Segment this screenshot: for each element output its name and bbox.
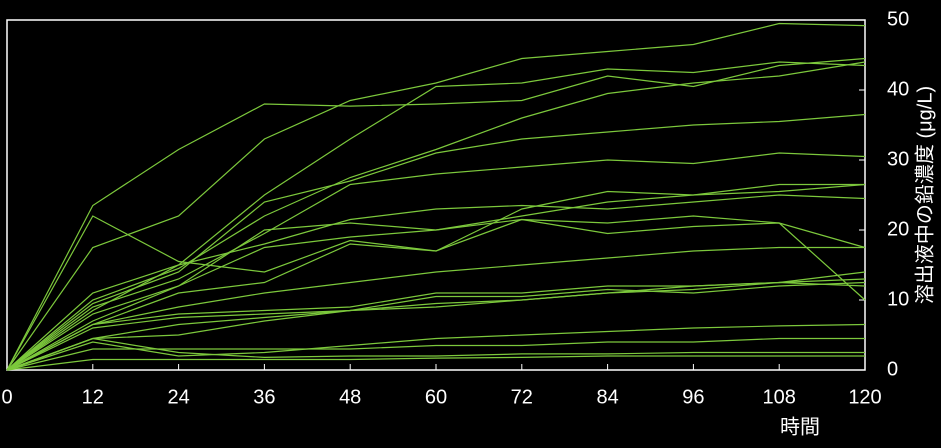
x-axis-label: 時間 bbox=[780, 415, 820, 438]
x-tick-label: 36 bbox=[253, 386, 275, 408]
chart: 時間 溶出液中の鉛濃度 (μg/L) 0 10 20 30 40 50 0 12 24 36 48 6… bbox=[0, 0, 941, 448]
x-tick-label: 60 bbox=[425, 386, 447, 408]
y-tick-label: 20 bbox=[887, 218, 909, 240]
y-tick-label: 50 bbox=[887, 8, 909, 30]
y-tick-label: 30 bbox=[887, 148, 909, 170]
x-tick-label: 96 bbox=[682, 386, 704, 408]
x-tick-label: 108 bbox=[763, 386, 796, 408]
x-tick-label: 24 bbox=[167, 386, 189, 408]
x-tick-label: 120 bbox=[848, 386, 881, 408]
plot-area bbox=[7, 20, 865, 370]
x-tick-label: 48 bbox=[339, 386, 361, 408]
y-axis-label: 溶出液中の鉛濃度 (μg/L) bbox=[913, 86, 936, 304]
y-tick-label: 0 bbox=[887, 358, 898, 380]
x-tick-label: 0 bbox=[1, 386, 12, 408]
y-tick-label: 10 bbox=[887, 288, 909, 310]
x-tick-label: 84 bbox=[596, 386, 618, 408]
x-tick-label: 12 bbox=[82, 386, 104, 408]
x-tick-label: 72 bbox=[511, 386, 533, 408]
y-tick-label: 40 bbox=[887, 78, 909, 100]
